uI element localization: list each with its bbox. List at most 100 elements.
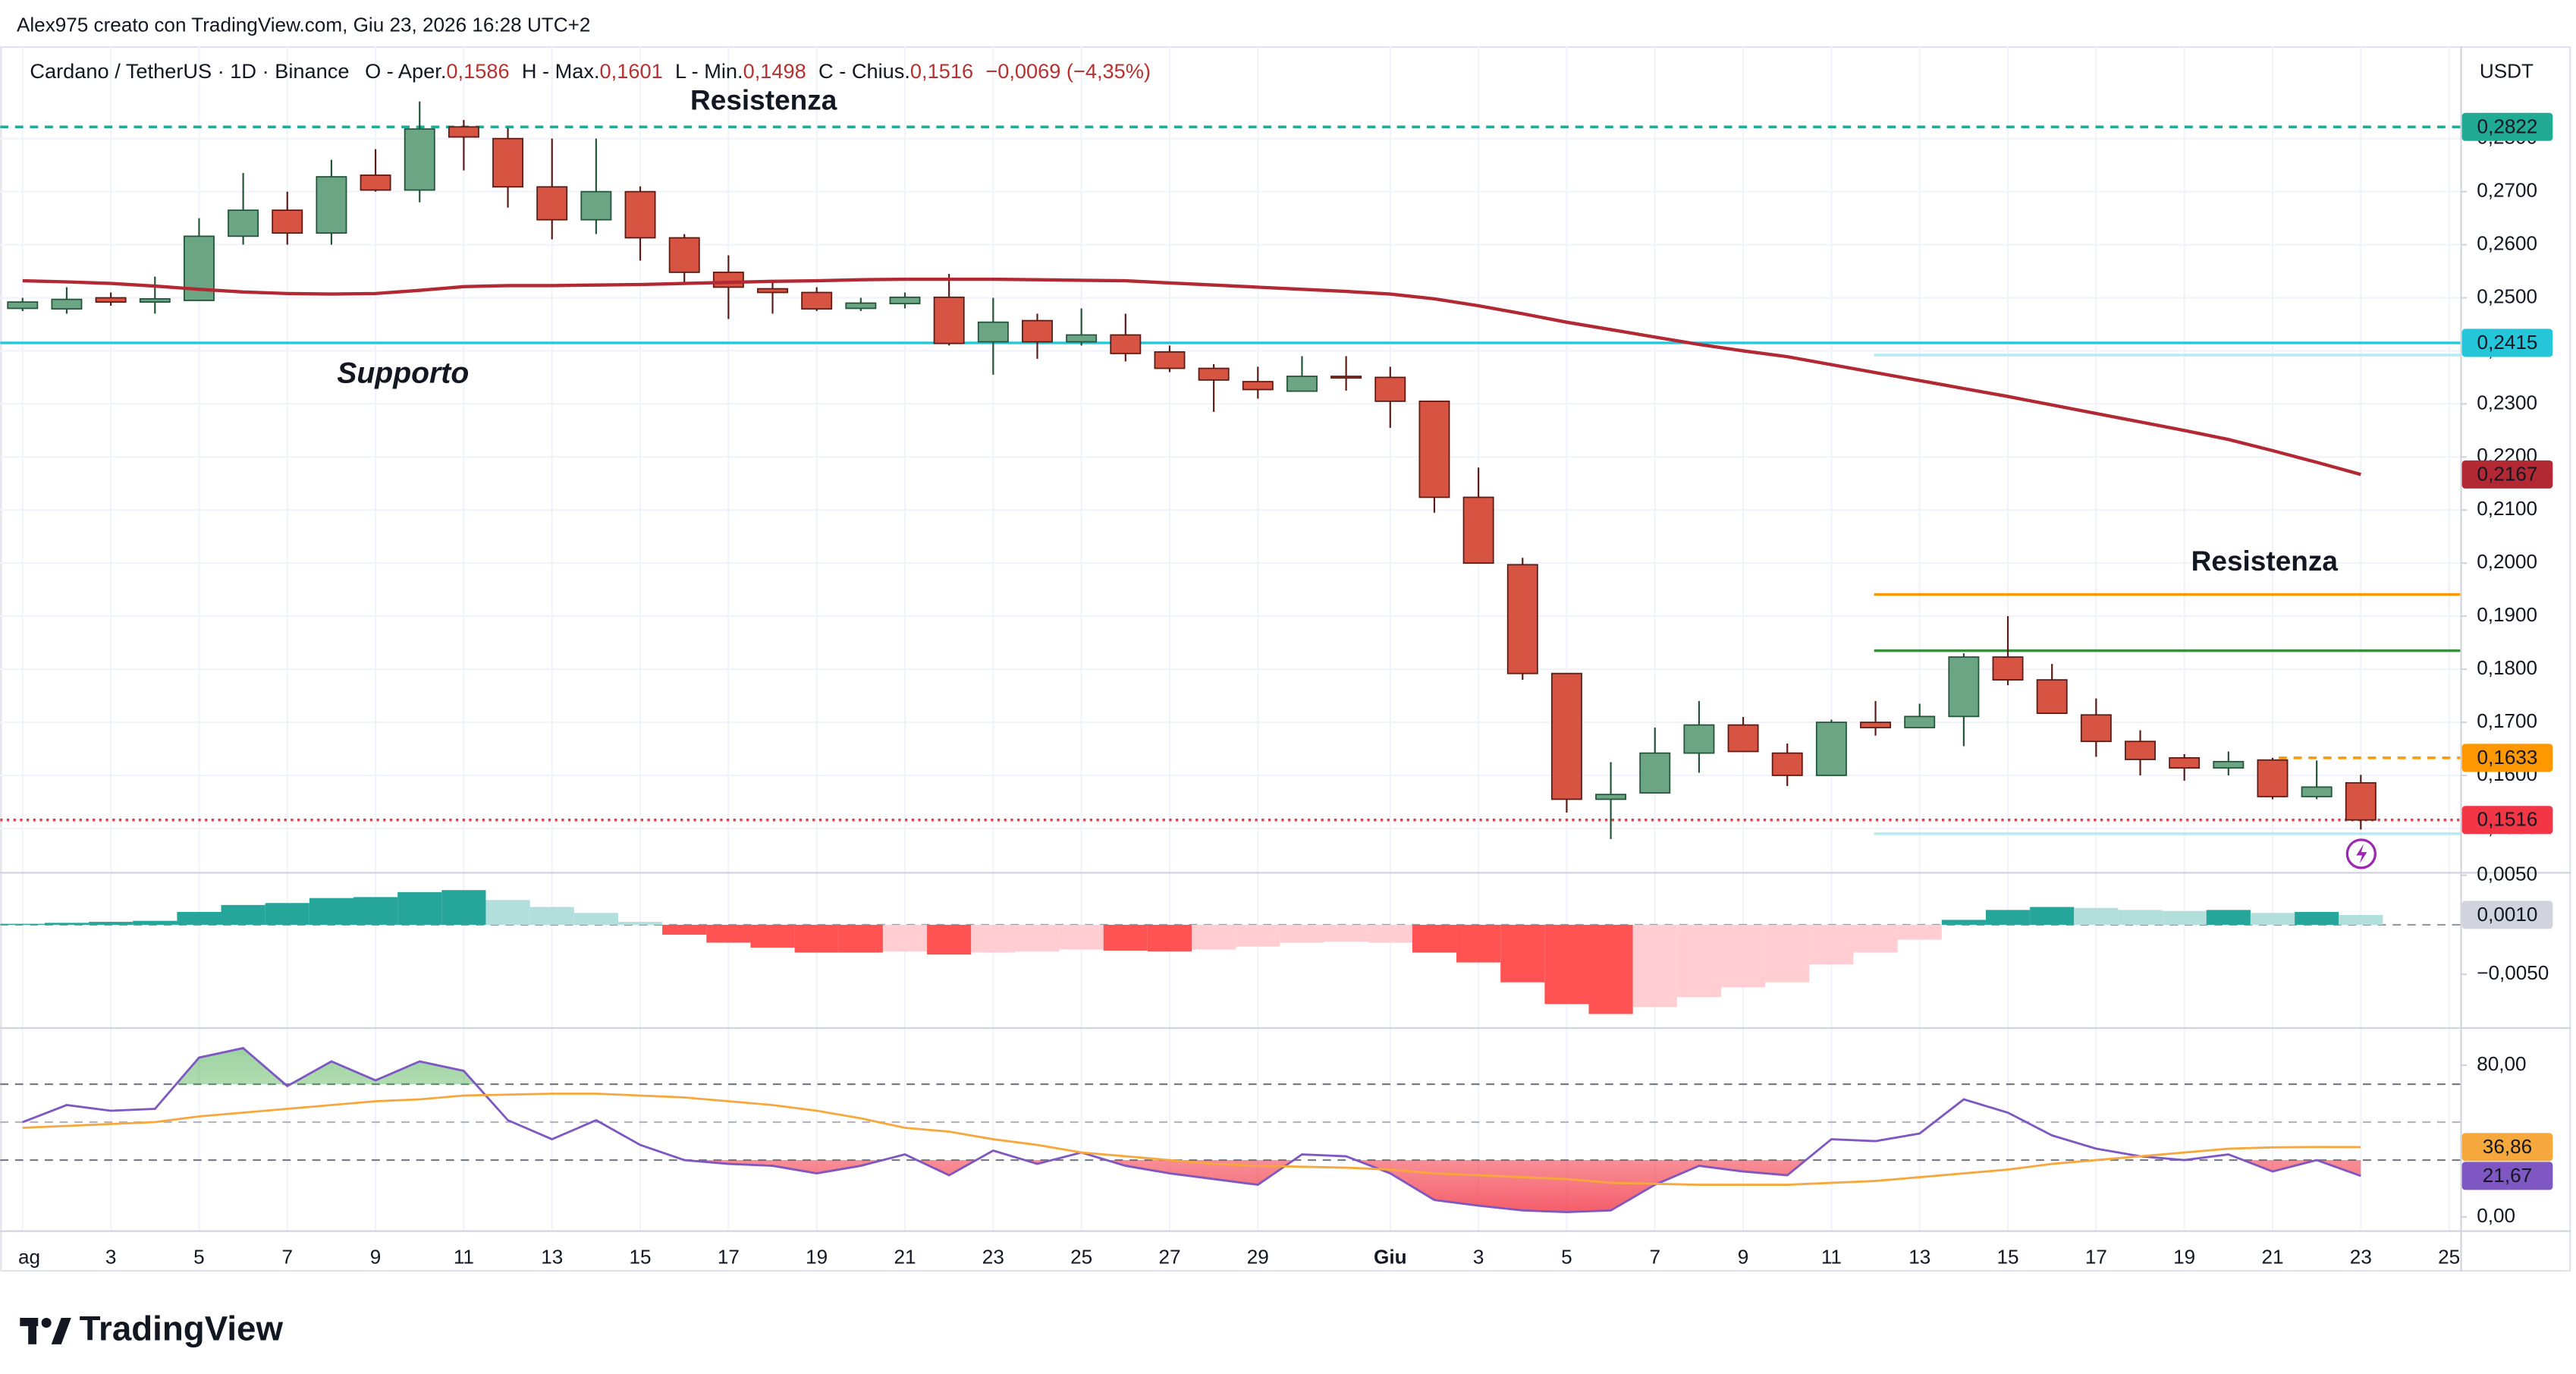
histogram-bar	[1192, 924, 1236, 950]
rsi-line	[22, 1046, 2361, 1214]
candle-body	[2301, 786, 2333, 797]
price-label: 21,67	[2483, 1164, 2532, 1187]
candle-body	[1066, 334, 1098, 343]
candle-body	[1286, 376, 1318, 392]
candle-body	[2213, 760, 2245, 769]
histogram-bar	[1103, 924, 1148, 951]
candle-body	[1771, 752, 1803, 776]
histogram-bar	[1412, 924, 1457, 953]
x-tick-label: 19	[2173, 1246, 2195, 1269]
histogram-bar	[2295, 911, 2339, 925]
price-label: 0,1516	[2477, 808, 2538, 831]
header-text: Alex975 creato con TradingView.com, Giu …	[17, 14, 590, 36]
legend: Cardano / TetherUS · 1D · Binance O - Ap…	[30, 59, 1151, 83]
histogram-bar	[0, 923, 45, 925]
histogram-bar	[971, 924, 1016, 953]
histogram-bar	[750, 924, 795, 948]
candle-body	[95, 297, 127, 303]
price-label-box	[2461, 744, 2553, 772]
histogram-bar	[1720, 924, 1766, 988]
histogram-bar	[706, 924, 751, 943]
histogram-bar	[1588, 924, 1633, 1014]
grid	[0, 46, 2461, 1231]
histogram-bar	[2118, 910, 2163, 925]
legend-label: C - Chius.	[818, 59, 910, 83]
candle-body	[7, 301, 39, 310]
axes: ag 3 5 7 9 11 13 15 17 19 21 23 25 27 29 Giu 3 5 7 9 11 13 15 1…	[18, 112, 2553, 1269]
price-label: 0,2822	[2477, 115, 2538, 137]
x-tick-label: 5	[1561, 1246, 1572, 1269]
y-tick-label: 0,2300	[2477, 391, 2537, 413]
histogram-bar	[882, 924, 928, 952]
annotation: Resistenza	[2191, 546, 2339, 577]
candle-body	[933, 296, 965, 344]
histogram-bar	[265, 903, 309, 925]
candle-body	[1815, 722, 1847, 776]
candle-body	[1860, 722, 1892, 728]
histogram-bar	[1853, 924, 1898, 953]
brand-logo: TradingView	[20, 1309, 283, 1347]
histogram-bar	[1324, 924, 1368, 942]
x-tick-label: 3	[1473, 1246, 1484, 1269]
candle-body	[1198, 367, 1230, 381]
price-label: 0,0010	[2477, 903, 2538, 926]
candle-body	[1683, 724, 1715, 754]
y-tick-label: 0,1700	[2477, 709, 2537, 732]
histogram-bar	[529, 907, 574, 925]
x-tick-label: 29	[1247, 1246, 1269, 1269]
candle-body	[1904, 715, 1936, 728]
plot	[0, 101, 2461, 1214]
legend-value: 0,1586	[446, 59, 509, 83]
currency: USDT	[2480, 60, 2534, 83]
y-tick-label: 0,1800	[2477, 656, 2537, 679]
x-tick-label: 13	[1908, 1246, 1930, 1269]
x-tick-label: 23	[982, 1246, 1004, 1269]
histogram-bar	[441, 890, 486, 925]
price-label-box	[2461, 806, 2553, 835]
histogram-bar	[927, 924, 972, 955]
histogram-bar	[1456, 924, 1501, 963]
histogram-bar	[353, 897, 398, 925]
x-tick-label: 15	[630, 1246, 652, 1269]
candle-body	[448, 126, 479, 138]
x-tick-label: 17	[718, 1246, 740, 1269]
x-tick-label: 3	[105, 1246, 117, 1269]
candle-body	[51, 298, 83, 310]
histogram-bar	[44, 923, 90, 925]
candle-body	[360, 175, 391, 191]
oversold-fill	[22, 1160, 2361, 1212]
price-label: 0,1633	[2477, 746, 2538, 769]
candle-body	[668, 237, 700, 273]
candle-body	[2345, 781, 2377, 821]
brand-name: TradingView	[80, 1309, 284, 1347]
candle-body	[2080, 714, 2112, 743]
candle-body	[712, 272, 744, 288]
histogram-bar	[1897, 924, 1942, 940]
candle-body	[1242, 381, 1274, 391]
x-tick-label: 13	[541, 1246, 563, 1269]
histogram-bar	[838, 924, 883, 953]
candle-body	[1639, 752, 1671, 794]
x-tick-label: Giu	[1374, 1246, 1407, 1269]
histogram-bar	[1015, 924, 1060, 952]
price-label-box	[2461, 329, 2553, 357]
candle-body	[1550, 672, 1582, 800]
histogram-bar	[2250, 913, 2295, 925]
candle-body	[492, 137, 524, 188]
candle-body	[1506, 564, 1538, 674]
y-tick-label: 0,00	[2477, 1204, 2515, 1227]
x-tick-label: 15	[1997, 1246, 2019, 1269]
y-tick-label: 0,0050	[2477, 863, 2537, 885]
histogram-bar	[2339, 914, 2383, 925]
y-tick-label: 0,2700	[2477, 179, 2537, 202]
candle-body	[1154, 351, 1186, 369]
candle-body	[1330, 376, 1362, 379]
candle-body	[624, 190, 656, 239]
annotation: Supporto	[337, 357, 469, 389]
candle-body	[1727, 724, 1759, 753]
y-tick-label: 0,1900	[2477, 603, 2537, 626]
y-tick-label: 0,2600	[2477, 231, 2537, 254]
histogram-bar	[617, 922, 663, 925]
